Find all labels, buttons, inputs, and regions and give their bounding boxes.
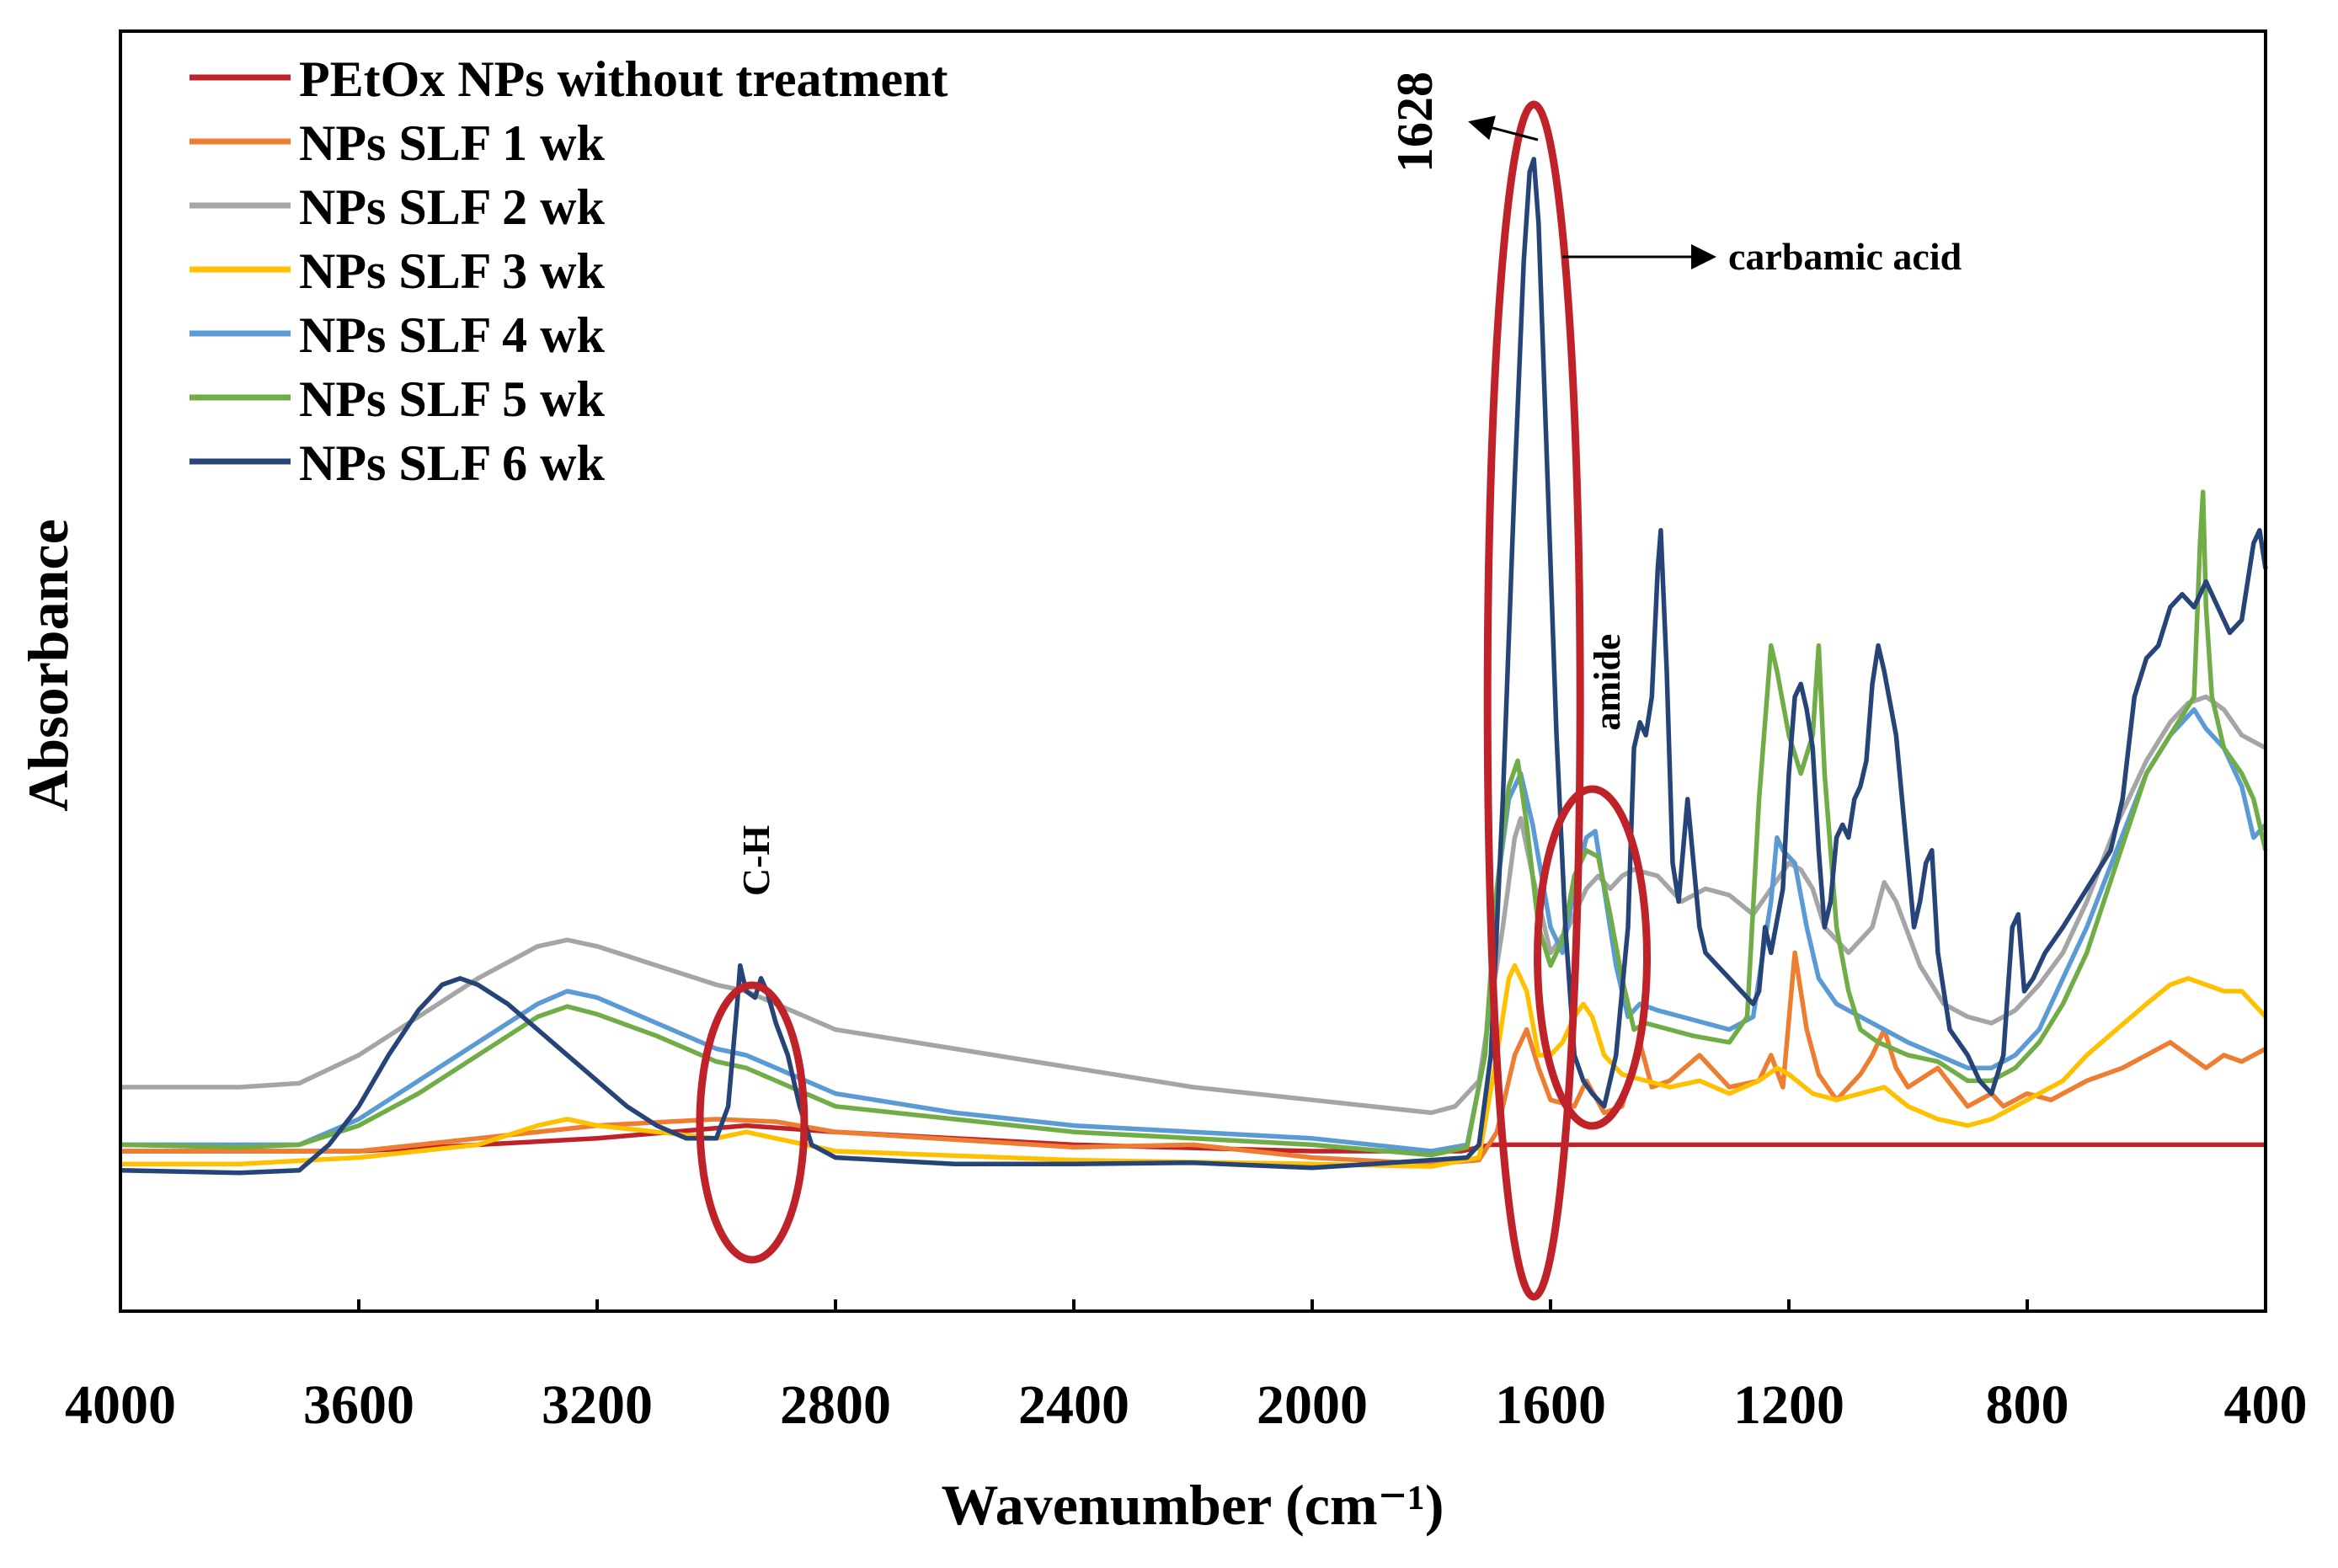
x-axis-ticks: 4000 3600 3200 2800 2400 2000 1600 1200 800 400 [65, 1299, 2308, 1436]
carbamic-acid-label: carbamic acid [1728, 235, 1962, 278]
ch-highlight-ellipse [696, 981, 809, 1264]
x-tick-label: 3600 [303, 1374, 414, 1436]
legend-entry: NPs SLF 5 wk [299, 371, 605, 427]
ch-label: C-H [734, 825, 777, 897]
peak-label-1628: 1628 [1387, 72, 1443, 173]
legend: PEtOx NPs without treatment NPs SLF 1 wk N… [189, 51, 947, 491]
x-tick-label: 2000 [1257, 1374, 1368, 1436]
legend-entry: PEtOx NPs without treatment [299, 51, 947, 107]
legend-entry: NPs SLF 3 wk [299, 243, 605, 299]
series-line-2 [120, 950, 2267, 1166]
series-line-6 [120, 489, 2268, 1158]
x-tick-label: 1200 [1733, 1374, 1844, 1436]
plot-frame [119, 29, 2267, 1313]
amide-label: amide [1587, 634, 1628, 731]
legend-entry: NPs SLF 2 wk [299, 179, 605, 235]
series-line-4 [120, 963, 2268, 1169]
x-tick-label: 2800 [780, 1374, 891, 1436]
y-axis-label: Absorbance [16, 519, 80, 812]
x-tick-label: 3200 [542, 1374, 653, 1436]
highlight-ellipses [696, 100, 1652, 1301]
x-tick-label: 1600 [1495, 1374, 1606, 1436]
x-tick-label: 800 [1986, 1374, 2069, 1436]
legend-entry: NPs SLF 1 wk [299, 115, 605, 171]
x-tick-label: 4000 [65, 1374, 176, 1436]
peak-arrow-1628 [1468, 115, 1539, 141]
series-line-3 [120, 694, 2267, 1116]
legend-entry: NPs SLF 4 wk [299, 307, 605, 363]
annotations: 1628 carbamic acid C-H amide [734, 72, 1962, 896]
carbamic-highlight-ellipse [1483, 100, 1584, 1301]
amide-highlight-ellipse [1534, 785, 1652, 1130]
legend-entry: NPs SLF 6 wk [299, 435, 605, 491]
x-tick-label: 400 [2224, 1374, 2308, 1436]
x-tick-label: 2400 [1018, 1374, 1129, 1436]
x-axis-label: Wavenumber (cm⁻¹) [941, 1473, 1444, 1537]
series-line-5 [120, 707, 2268, 1154]
